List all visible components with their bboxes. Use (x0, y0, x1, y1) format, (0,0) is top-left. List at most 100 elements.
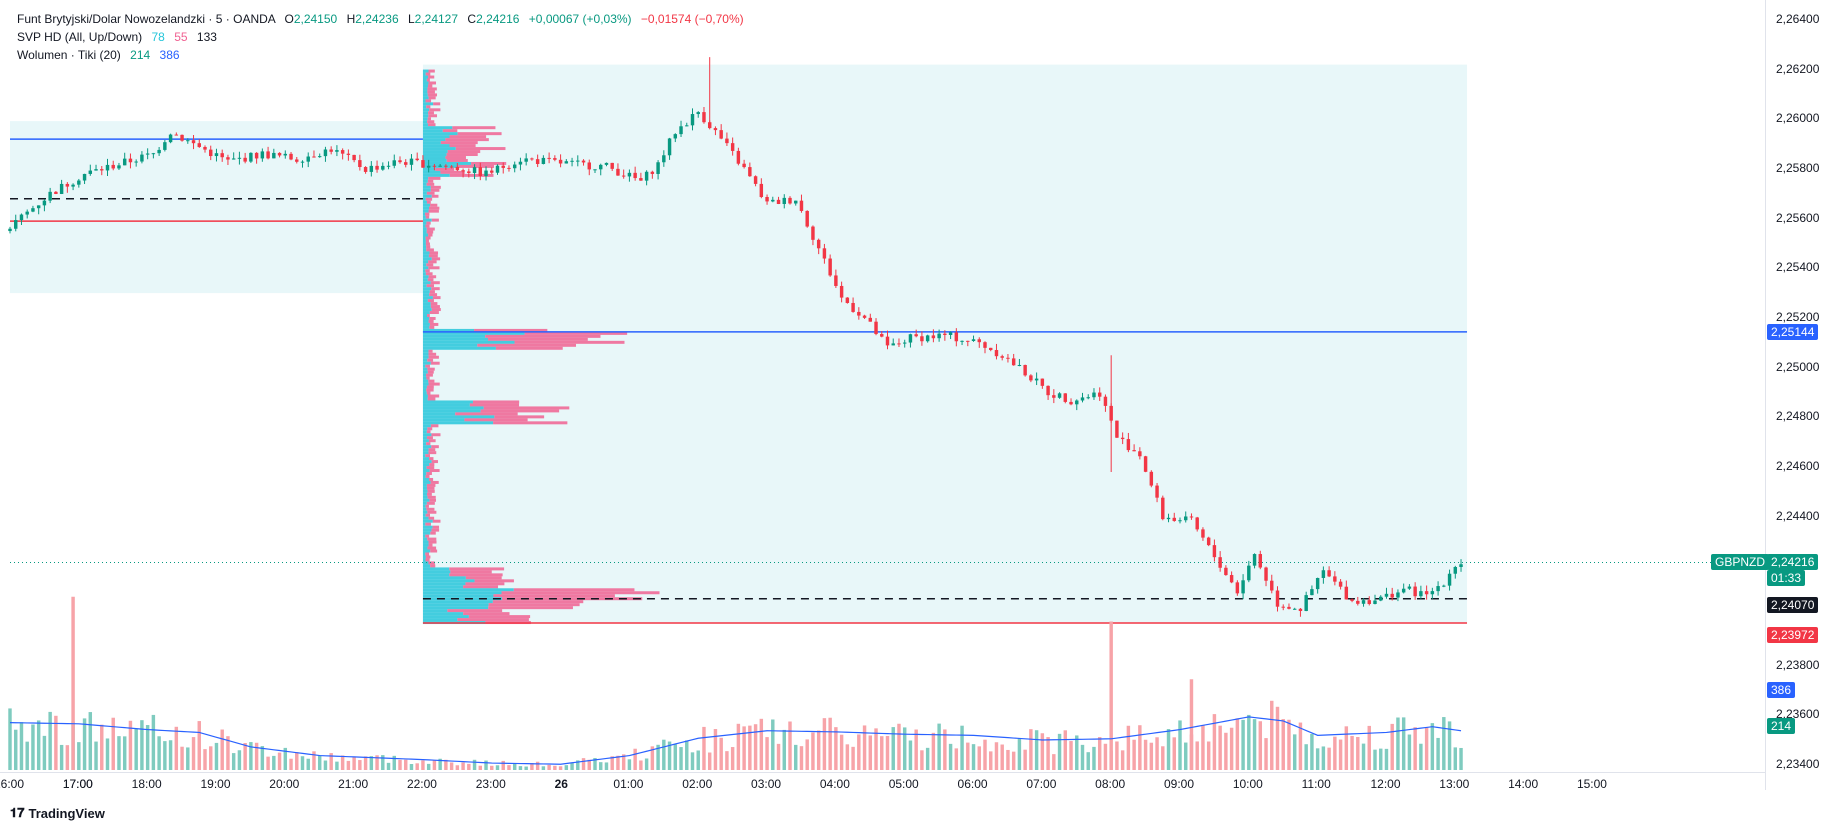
volume-bar (937, 723, 941, 770)
profile-up-bar (422, 457, 430, 461)
interval-label[interactable]: 5 (215, 12, 223, 26)
vah-price-tag[interactable]: 2,25144 (1767, 323, 1819, 340)
volume-bar (105, 738, 110, 770)
candle-body (1379, 596, 1383, 601)
candle-body (593, 169, 597, 171)
volume-bar (730, 747, 735, 770)
volume-bar (1292, 734, 1297, 770)
volume-bar (1006, 749, 1010, 770)
profile-up-bar (422, 492, 428, 496)
candle-body (214, 153, 219, 157)
candle-body (891, 343, 895, 346)
profile-up-bar (422, 409, 481, 413)
profile-down-bar (427, 546, 437, 550)
profile-up-bar (422, 153, 447, 157)
price-axis[interactable]: 2,26400 2,26200 2,26000 2,25800 2,25600 2,254… (1765, 0, 1835, 790)
profile-down-bar (425, 513, 431, 517)
profile-down-bar (514, 340, 625, 344)
svp-indicator-label[interactable]: SVP HD (All, Up/Down) (17, 30, 143, 44)
volume-bar (742, 726, 746, 770)
profile-up-bar (422, 102, 434, 106)
poc-price-tag[interactable]: 2,24070 (1767, 596, 1819, 613)
profile-up-bar (422, 105, 427, 109)
candle-body (570, 160, 574, 162)
profile-down-bar (428, 379, 435, 383)
profile-down-bar (428, 540, 437, 544)
volume-bar (438, 758, 442, 770)
exchange-label: OANDA (233, 12, 276, 26)
profile-up-bar (422, 209, 429, 213)
candle-body (461, 170, 465, 172)
time-tick-label: 02:00 (682, 777, 713, 791)
volume-bar (1046, 737, 1050, 770)
candle-body (501, 165, 505, 168)
profile-up-bar (422, 120, 428, 124)
volume-last-tag[interactable]: 214 (1767, 718, 1796, 734)
countdown-tag[interactable]: 01:33 (1767, 570, 1806, 587)
volume-bar (1080, 744, 1085, 770)
volume-bar (128, 720, 133, 770)
candle-body (1298, 608, 1303, 612)
profile-up-bar (422, 239, 426, 243)
profile-down-bar (426, 483, 436, 487)
time-tick-label: 17:00 (62, 777, 93, 791)
profile-down-bar (427, 278, 434, 282)
volume-ma-tag[interactable]: 386 (1767, 682, 1796, 698)
profile-up-bar (422, 191, 427, 195)
candle-body (696, 112, 700, 115)
profile-down-bar (429, 457, 434, 461)
profile-up-bar (422, 188, 431, 192)
profile-down-bar (432, 296, 441, 300)
symbol-name[interactable]: Funt Brytyjski/Dolar Nowozelandzki (17, 12, 206, 26)
svp-legend-row[interactable]: SVP HD (All, Up/Down) 78 55 133 (17, 30, 217, 44)
volume-bar (667, 741, 672, 770)
volume-bar (885, 735, 890, 770)
val-price-tag[interactable]: 2,23972 (1767, 627, 1819, 644)
candle-body (558, 159, 563, 164)
candle-body (1442, 585, 1446, 587)
volume-bar (283, 747, 288, 770)
candle-body (1252, 554, 1257, 566)
candle-body (1006, 357, 1010, 359)
profile-down-bar (501, 597, 643, 601)
volume-bar (799, 746, 804, 770)
symbol-legend-row: Funt Brytyjski/Dolar Nowozelandzki · 5 ·… (17, 12, 744, 26)
volume-indicator-label[interactable]: Wolumen · Tiki (20) (17, 48, 121, 62)
volume-bar (1413, 727, 1417, 770)
candle-body (816, 239, 821, 249)
candle-body (811, 226, 815, 240)
volume-bar (266, 756, 270, 770)
profile-down-bar (463, 612, 510, 616)
profile-up-bar (422, 400, 473, 404)
volume-bar (88, 712, 93, 770)
volume-bar (977, 746, 981, 770)
volume-bar (1419, 743, 1423, 770)
time-axis[interactable]: 17:00 18:00 19:00 20:00 21:00 22:00 23:00 26 01:… (0, 772, 1765, 795)
last-price-tag[interactable]: 2,24216 (1767, 554, 1819, 571)
candle-body (1453, 566, 1458, 574)
profile-up-bar (422, 460, 432, 464)
tradingview-logo[interactable]: 𝟏𝟕 TradingView (10, 805, 105, 821)
time-tick-label: 15:00 (1576, 777, 1607, 791)
candle-body (920, 336, 924, 342)
volume-bar (1115, 741, 1119, 770)
candle-body (1057, 393, 1062, 398)
profile-down-bar (449, 135, 487, 139)
volume-legend-row[interactable]: Wolumen · Tiki (20) 214 386 (17, 48, 180, 62)
volume-bar (1103, 743, 1108, 770)
day-change-value: −0,01574 (−0,70%) (640, 12, 744, 26)
candle-body (1023, 364, 1027, 376)
profile-down-bar (433, 102, 441, 106)
candle-body (1258, 554, 1263, 568)
profile-up-bar (422, 603, 489, 607)
candle-body (1126, 439, 1131, 451)
volume-bar (725, 751, 729, 770)
candle-body (1189, 516, 1194, 518)
profile-up-bar (422, 328, 475, 332)
volume-bar (1361, 743, 1366, 770)
profile-down-bar (455, 147, 506, 151)
candle-body (1149, 471, 1154, 486)
symbol-price-tag[interactable]: GBPNZD (1711, 554, 1770, 571)
candle-body (1241, 580, 1245, 594)
